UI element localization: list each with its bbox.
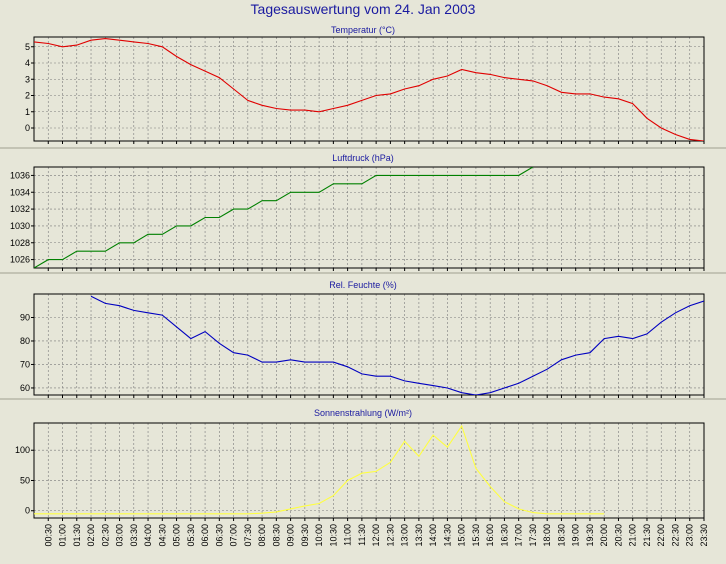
plot-area bbox=[34, 37, 704, 141]
chart-panel-4: Sonnenstrahlung (W/m²) 0 50 100 bbox=[15, 408, 705, 521]
y-tick-label: 50 bbox=[20, 475, 30, 485]
x-tick-label: 17:30 bbox=[528, 524, 538, 547]
y-tick-label: 1 bbox=[25, 107, 30, 117]
x-tick-label: 10:00 bbox=[314, 524, 324, 547]
y-tick-label: 1026 bbox=[10, 255, 30, 265]
y-tick-label: 90 bbox=[20, 312, 30, 322]
x-tick-label: 16:30 bbox=[499, 524, 509, 547]
y-tick-label: 60 bbox=[20, 383, 30, 393]
x-tick-label: 18:00 bbox=[542, 524, 552, 547]
plot-area bbox=[34, 167, 704, 268]
x-tick-label: 07:30 bbox=[243, 524, 253, 547]
plot-area bbox=[34, 423, 704, 518]
y-tick-label: 1030 bbox=[10, 221, 30, 231]
chart-title: Rel. Feuchte (%) bbox=[329, 280, 397, 290]
chart-panel-3: Rel. Feuchte (%) 60 70 80 90 bbox=[20, 280, 705, 398]
y-tick-label: 0 bbox=[25, 506, 30, 516]
y-tick-label: 1034 bbox=[10, 187, 30, 197]
x-tick-label: 19:30 bbox=[585, 524, 595, 547]
x-tick-label: 23:00 bbox=[685, 524, 695, 547]
y-tick-label: 2 bbox=[25, 91, 30, 101]
x-tick-label: 09:30 bbox=[300, 524, 310, 547]
x-tick-label: 20:00 bbox=[599, 524, 609, 547]
x-tick-label: 20:30 bbox=[614, 524, 624, 547]
x-tick-label: 22:30 bbox=[671, 524, 681, 547]
x-tick-label: 14:00 bbox=[428, 524, 438, 547]
x-tick-label: 15:00 bbox=[457, 524, 467, 547]
x-tick-label: 23:30 bbox=[699, 524, 709, 547]
x-tick-label: 05:30 bbox=[186, 524, 196, 547]
x-tick-label: 21:00 bbox=[628, 524, 638, 547]
y-tick-label: 100 bbox=[15, 445, 30, 455]
chart-panel-2: Luftdruck (hPa) 1026 1028 1030 1032 1034 1036 bbox=[10, 153, 705, 271]
plot-frame bbox=[33, 422, 705, 519]
x-tick-label: 01:00 bbox=[58, 524, 68, 547]
x-tick-label: 06:00 bbox=[200, 524, 210, 547]
chart-panel-1: Temperatur (°C) 0 1 2 3 4 5 bbox=[25, 25, 705, 144]
x-tick-label: 04:00 bbox=[143, 524, 153, 547]
x-tick-label: 12:00 bbox=[371, 524, 381, 547]
series-line-3 bbox=[90, 295, 704, 395]
y-tick-label: 4 bbox=[25, 58, 30, 68]
plot-frame bbox=[33, 36, 705, 142]
y-tick-label: 0 bbox=[25, 123, 30, 133]
x-tick-label: 03:00 bbox=[115, 524, 125, 547]
chart-title: Sonnenstrahlung (W/m²) bbox=[314, 408, 412, 418]
plot-area bbox=[34, 294, 704, 395]
x-tick-label: 17:00 bbox=[514, 524, 524, 547]
y-tick-label: 1032 bbox=[10, 204, 30, 214]
page-title: Tagesauswertung vom 24. Jan 2003 bbox=[250, 1, 476, 17]
x-tick-label: 02:00 bbox=[86, 524, 96, 547]
chart-title: Luftdruck (hPa) bbox=[332, 153, 394, 163]
x-tick-label: 06:30 bbox=[214, 524, 224, 547]
plot-frame bbox=[33, 293, 705, 396]
x-tick-label: 08:00 bbox=[257, 524, 267, 547]
x-tick-label: 01:30 bbox=[72, 524, 82, 547]
x-tick-label: 13:30 bbox=[414, 524, 424, 547]
x-tick-label: 05:00 bbox=[172, 524, 182, 547]
x-tick-label: 09:00 bbox=[286, 524, 296, 547]
y-tick-label: 5 bbox=[25, 42, 30, 52]
y-tick-label: 1028 bbox=[10, 238, 30, 248]
x-tick-label: 07:00 bbox=[229, 524, 239, 547]
x-tick-label: 12:30 bbox=[385, 524, 395, 547]
y-tick-label: 80 bbox=[20, 336, 30, 346]
x-tick-label: 08:30 bbox=[271, 524, 281, 547]
x-tick-label: 11:30 bbox=[357, 524, 367, 546]
x-tick-label: 18:30 bbox=[556, 524, 566, 547]
x-tick-label: 11:00 bbox=[343, 524, 353, 546]
series-line-1 bbox=[34, 38, 704, 141]
chart-title: Temperatur (°C) bbox=[331, 25, 395, 35]
x-tick-label: 00:30 bbox=[43, 524, 53, 547]
x-tick-label: 10:30 bbox=[328, 524, 338, 547]
y-tick-label: 70 bbox=[20, 359, 30, 369]
x-tick-label: 02:30 bbox=[100, 524, 110, 547]
x-tick-label: 22:00 bbox=[656, 524, 666, 547]
series-line-2 bbox=[34, 167, 534, 268]
x-tick-label: 19:00 bbox=[571, 524, 581, 547]
x-tick-label: 16:00 bbox=[485, 524, 495, 547]
x-tick-label: 04:30 bbox=[157, 524, 167, 547]
y-tick-label: 1036 bbox=[10, 170, 30, 180]
y-tick-label: 3 bbox=[25, 74, 30, 84]
plot-frame bbox=[33, 166, 705, 269]
x-tick-label: 13:00 bbox=[400, 524, 410, 547]
x-tick-label: 15:30 bbox=[471, 524, 481, 547]
x-tick-label: 03:30 bbox=[129, 524, 139, 547]
x-tick-label: 14:30 bbox=[442, 524, 452, 547]
x-tick-label: 21:30 bbox=[642, 524, 652, 547]
series-line-4 bbox=[34, 424, 605, 515]
